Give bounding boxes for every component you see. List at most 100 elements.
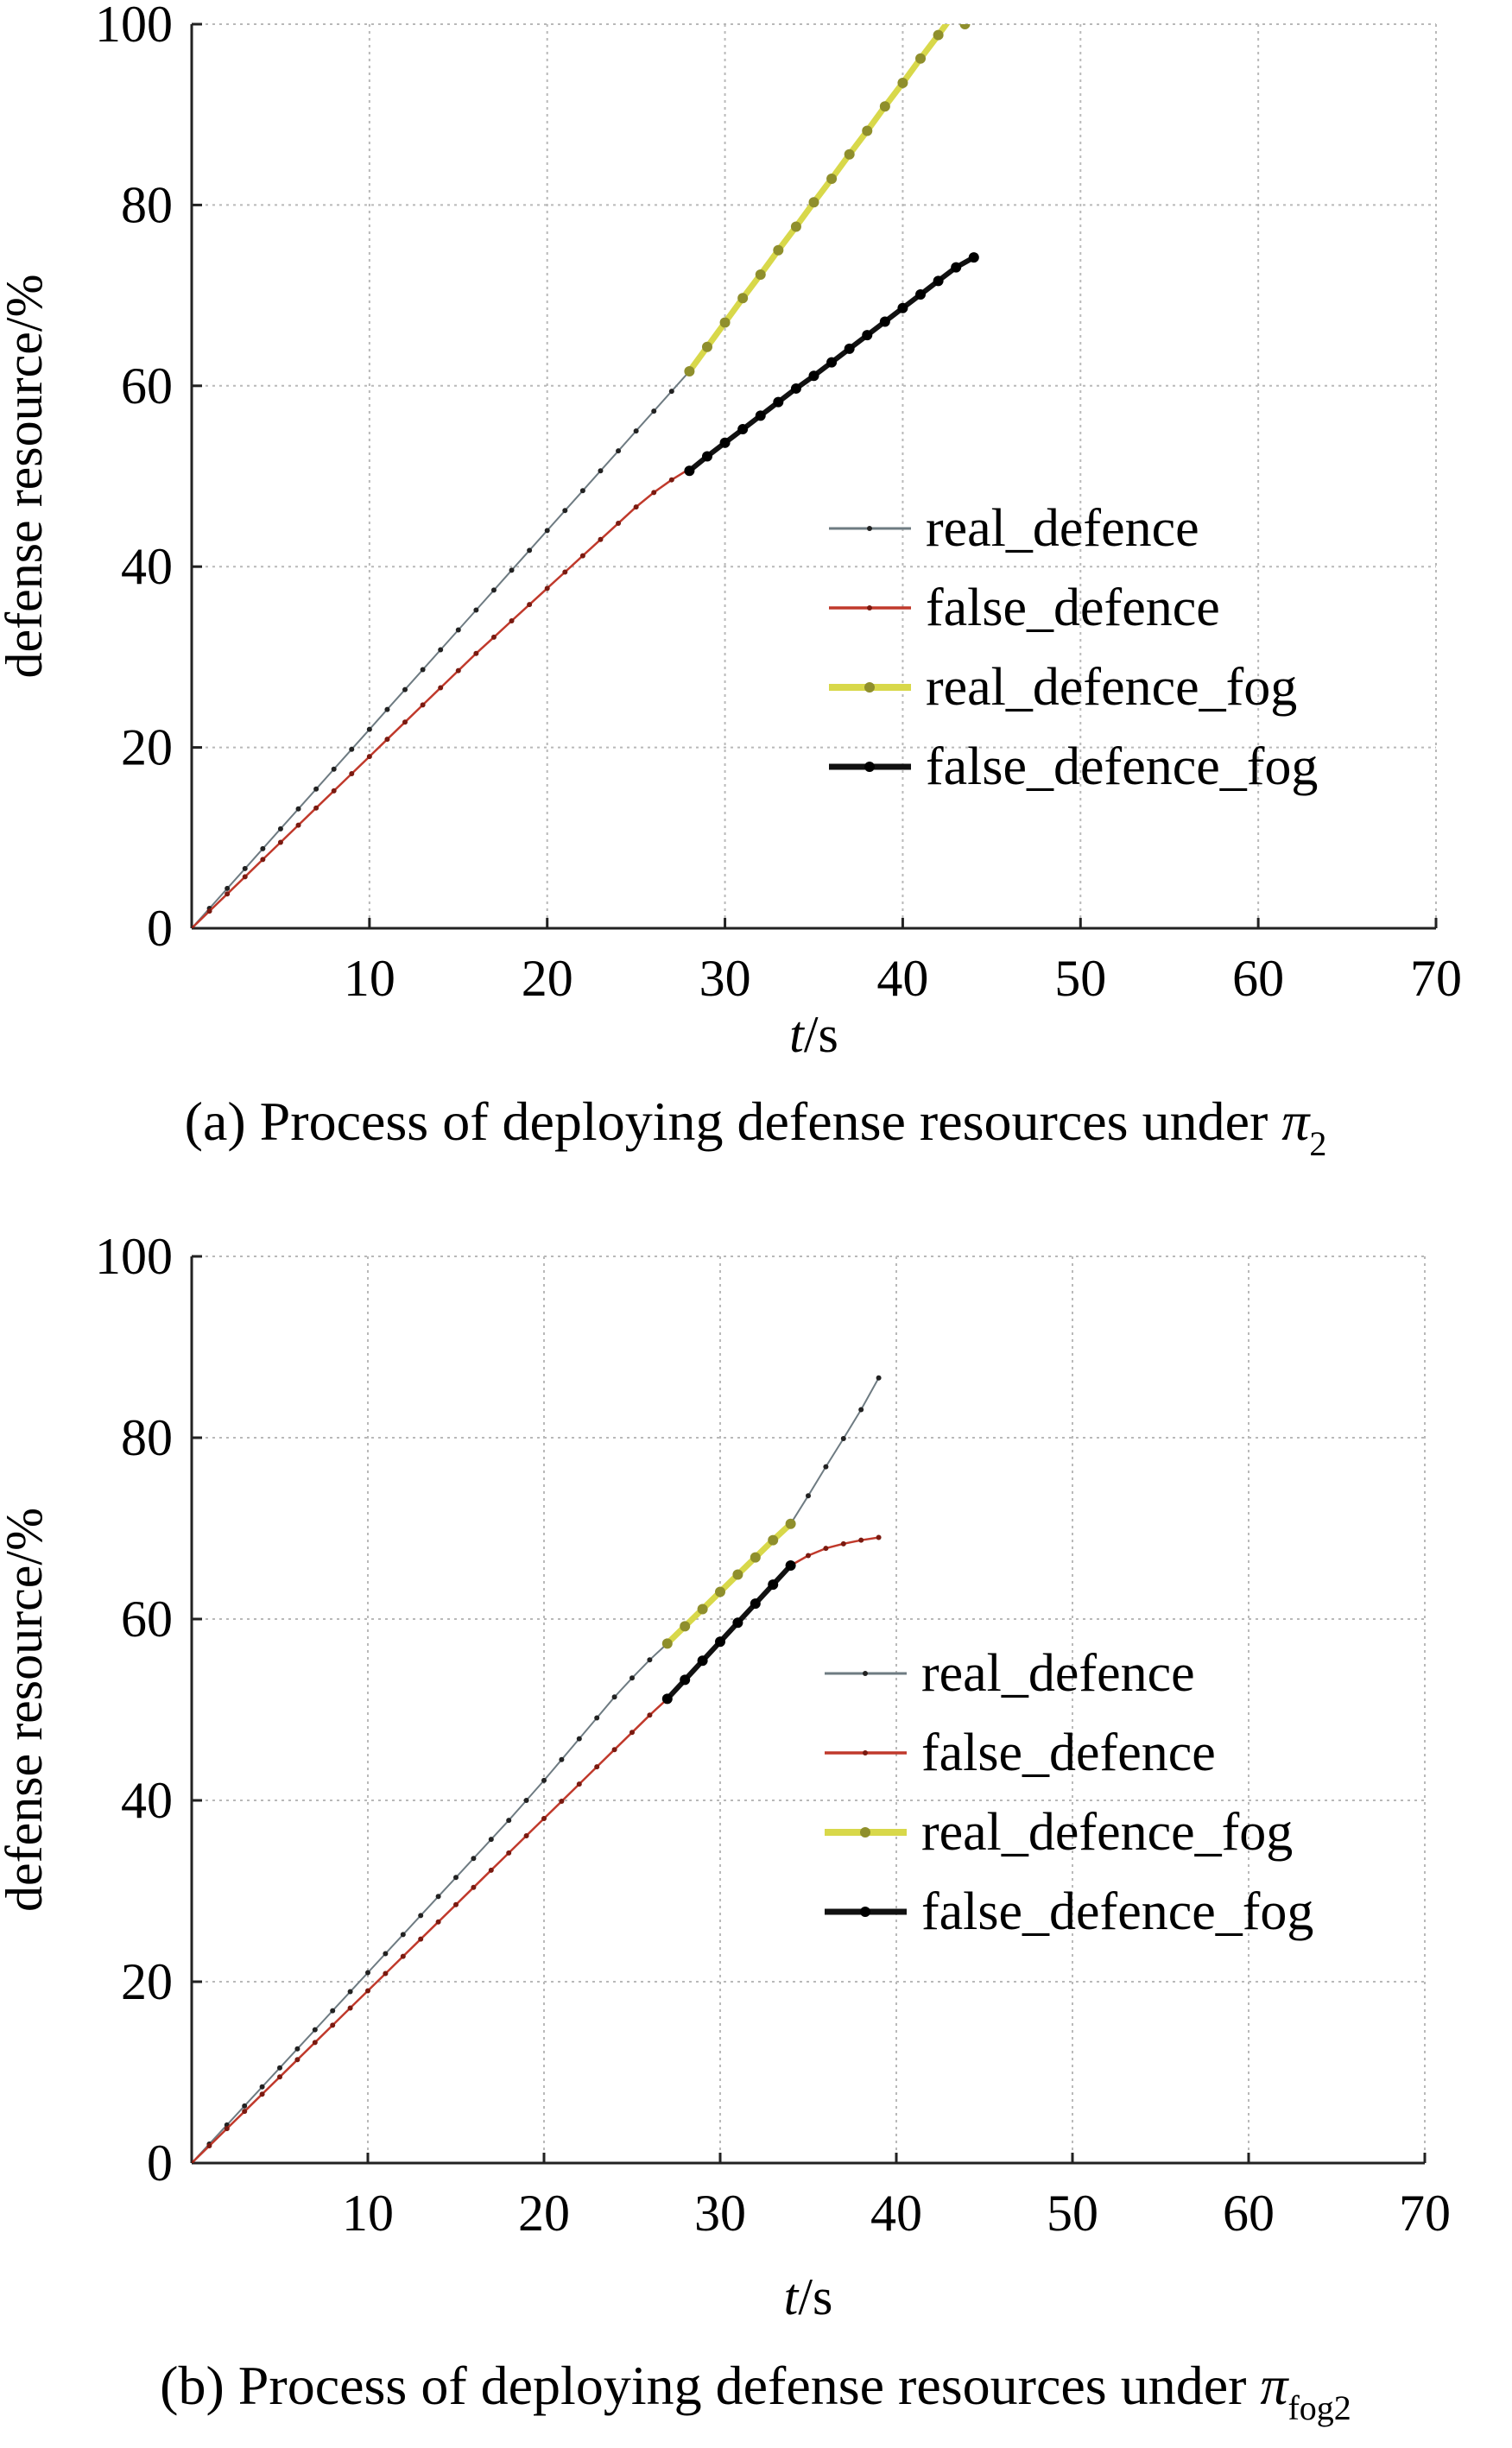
point-real_defence bbox=[435, 1894, 441, 1900]
x-axis-label-var: t bbox=[789, 1006, 805, 1063]
point-real_defence bbox=[527, 547, 533, 553]
legend-label-false_defence_fog: false_defence_fog bbox=[921, 1882, 1313, 1941]
point-real_defence_fog bbox=[768, 1534, 779, 1546]
point-real_defence bbox=[523, 1798, 529, 1803]
point-real_defence bbox=[633, 428, 639, 434]
point-false_defence bbox=[420, 702, 426, 708]
point-false_defence bbox=[242, 2109, 248, 2115]
point-false_defence bbox=[402, 719, 408, 725]
point-false_defence_fog bbox=[862, 330, 873, 341]
chart-b: 10 20 30 40 50 60 70 0 20 40 60 80 100 t/s defense res… bbox=[0, 1228, 1451, 2427]
grid bbox=[192, 23, 1437, 928]
point-false_defence bbox=[633, 504, 639, 510]
point-false_defence bbox=[192, 2160, 194, 2163]
point-false_defence bbox=[559, 1799, 565, 1805]
point-real_defence bbox=[383, 1951, 389, 1957]
point-real_defence_fog bbox=[959, 24, 971, 29]
point-real_defence bbox=[488, 1837, 494, 1843]
point-real_defence bbox=[400, 1932, 406, 1938]
point-false_defence bbox=[206, 2143, 212, 2149]
point-real_defence bbox=[277, 2065, 282, 2071]
point-false_defence bbox=[651, 490, 657, 496]
point-false_defence_fog bbox=[933, 275, 944, 287]
point-real_defence_fog bbox=[933, 29, 944, 41]
point-real_defence bbox=[242, 865, 248, 871]
point-real_defence_fog bbox=[790, 221, 801, 232]
point-false_defence bbox=[527, 602, 533, 608]
x-tick-label: 60 bbox=[1232, 950, 1284, 1007]
y-tick-label: 60 bbox=[121, 1591, 173, 1648]
x-tick-label: 60 bbox=[1223, 2185, 1275, 2242]
point-false_defence_fog bbox=[915, 289, 927, 300]
point-false_defence bbox=[225, 891, 231, 897]
point-real_defence bbox=[506, 1818, 512, 1824]
legend: real_defence false_defence real_defence_fo… bbox=[829, 499, 1318, 796]
x-tick-label: 50 bbox=[1054, 950, 1106, 1007]
series-line-real_defence_fog bbox=[686, 24, 965, 374]
point-false_defence bbox=[840, 1540, 846, 1547]
point-real_defence bbox=[651, 408, 657, 414]
point-false_defence bbox=[331, 788, 337, 794]
point-real_defence_fog bbox=[773, 244, 784, 256]
point-real_defence bbox=[616, 448, 622, 454]
y-tick-label: 80 bbox=[121, 176, 173, 233]
figure-caption: (a) Process of deploying defense resourc… bbox=[185, 1091, 1327, 1163]
y-tick-label: 100 bbox=[95, 1228, 173, 1285]
legend: real_defence false_defence real_defence_fo… bbox=[825, 1644, 1313, 1941]
point-false_defence bbox=[629, 1730, 635, 1736]
point-real_defence_fog bbox=[951, 5, 961, 16]
point-real_defence bbox=[647, 1657, 653, 1663]
legend-label-real_defence_fog: real_defence_fog bbox=[921, 1803, 1293, 1862]
point-real_defence_fog bbox=[862, 125, 873, 136]
point-false_defence_fog bbox=[808, 370, 819, 382]
point-false_defence bbox=[541, 1816, 547, 1821]
x-tick-label: 40 bbox=[876, 950, 928, 1007]
point-false_defence bbox=[598, 536, 604, 542]
point-false_defence bbox=[383, 1970, 389, 1977]
point-real_defence_fog bbox=[680, 1621, 691, 1632]
point-real_defence bbox=[473, 607, 479, 613]
point-false_defence bbox=[259, 2091, 265, 2097]
point-real_defence bbox=[629, 1675, 635, 1681]
legend-marker-false_defence bbox=[867, 605, 872, 610]
point-false_defence bbox=[471, 1884, 477, 1890]
point-false_defence_fog bbox=[790, 383, 801, 394]
y-tick-label: 20 bbox=[121, 1953, 173, 2010]
point-false_defence bbox=[858, 1537, 864, 1543]
point-false_defence bbox=[473, 650, 479, 656]
point-false_defence_fog bbox=[826, 357, 838, 368]
point-real_defence bbox=[806, 1493, 811, 1499]
legend-label-false_defence: false_defence bbox=[921, 1724, 1216, 1782]
grid bbox=[192, 1256, 1426, 2163]
plot-area bbox=[192, 1375, 882, 2163]
point-real_defence_fog bbox=[915, 53, 927, 64]
point-false_defence bbox=[365, 1988, 370, 1994]
point-false_defence bbox=[349, 770, 355, 776]
point-false_defence_fog bbox=[750, 1598, 761, 1610]
point-false_defence bbox=[277, 2074, 282, 2080]
point-false_defence_fog bbox=[697, 1655, 708, 1667]
point-real_defence_fog bbox=[808, 197, 819, 208]
point-real_defence bbox=[330, 2008, 336, 2014]
x-tick-label: 20 bbox=[522, 950, 573, 1007]
point-real_defence bbox=[559, 1756, 565, 1762]
point-real_defence bbox=[366, 726, 372, 732]
point-false_defence_fog bbox=[680, 1674, 691, 1686]
point-false_defence_fog bbox=[737, 424, 749, 435]
point-false_defence bbox=[616, 520, 622, 526]
point-false_defence bbox=[366, 754, 372, 760]
series-line-false_defence bbox=[192, 468, 691, 928]
legend-label-real_defence: real_defence bbox=[921, 1644, 1195, 1703]
y-tick-label: 0 bbox=[147, 900, 173, 957]
point-false_defence_fog bbox=[968, 252, 979, 263]
point-false_defence bbox=[438, 685, 444, 691]
x-tick-label: 20 bbox=[518, 2185, 570, 2242]
point-false_defence bbox=[435, 1919, 441, 1925]
point-real_defence_fog bbox=[732, 1569, 743, 1580]
point-false_defence bbox=[418, 1936, 424, 1942]
point-false_defence_fog bbox=[755, 410, 766, 421]
point-false_defence bbox=[806, 1553, 811, 1559]
point-real_defence bbox=[594, 1715, 600, 1721]
caption-subscript: fog2 bbox=[1287, 2388, 1351, 2427]
